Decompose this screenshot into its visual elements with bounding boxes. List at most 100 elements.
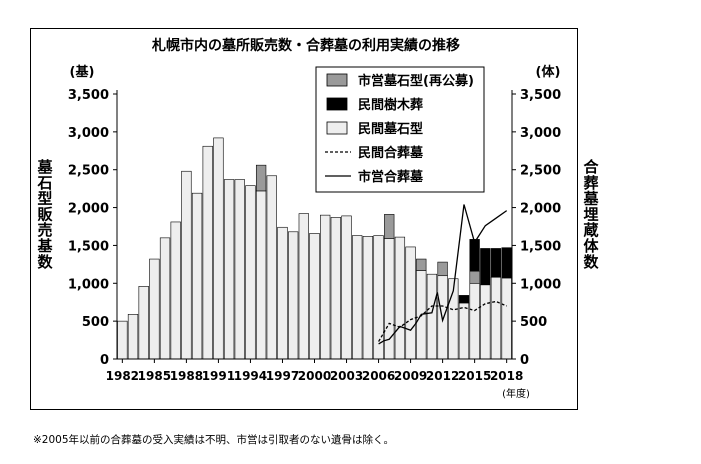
x-tick-label: 1994 <box>234 369 267 383</box>
x-tick-label: 1997 <box>266 369 299 383</box>
y2-tick-label: 0 <box>520 353 529 368</box>
y-unit-label: (基) <box>70 64 95 80</box>
legend-swatch <box>326 73 348 87</box>
y2-axis-title-char: 蔵 <box>583 221 598 239</box>
bar-2018 <box>501 247 512 279</box>
x-tick-label: 2018 <box>490 369 523 383</box>
bar-1991 <box>213 137 224 360</box>
x-tick-label: 1982 <box>106 369 139 383</box>
y-tick-label: 3,000 <box>68 126 109 141</box>
bar-2009 <box>405 246 416 360</box>
y-axis-title-char: 基 <box>36 237 53 255</box>
y-axis-title-char: 墓 <box>36 158 53 176</box>
bar-2001 <box>320 214 331 360</box>
legend-label: 民間樹木葬 <box>358 97 423 113</box>
bar-2017 <box>490 248 502 278</box>
bar-2016 <box>480 284 491 360</box>
y-tick-label: 0 <box>100 353 109 368</box>
y-tick-label: 1,500 <box>68 239 109 254</box>
y2-axis-title-char: 埋 <box>583 205 598 223</box>
legend-swatch <box>326 121 348 135</box>
y2-axis-title-char: 数 <box>583 253 599 271</box>
x-tick-label: 2006 <box>362 369 395 383</box>
bar-1989 <box>191 192 203 360</box>
y-axis-title-char: 型 <box>37 190 52 208</box>
bar-1992 <box>223 179 235 360</box>
bar-2015 <box>469 270 480 284</box>
bar-2016 <box>480 248 491 286</box>
bar-2015 <box>469 239 480 272</box>
y-axis-title-char: 売 <box>37 221 52 239</box>
x-tick-label: 1988 <box>170 369 203 383</box>
y-tick-label: 3,500 <box>68 88 109 103</box>
bar-1996 <box>266 175 277 360</box>
x-tick-label: 1985 <box>138 369 171 383</box>
y-tick-label: 500 <box>82 315 109 330</box>
legend-label: 市営合葬墓 <box>358 169 424 185</box>
bar-2002 <box>330 217 341 360</box>
y2-tick-label: 1,500 <box>520 239 561 254</box>
bar-1994 <box>245 185 256 360</box>
bar-2015 <box>469 282 480 360</box>
x-tick-label: 1991 <box>202 369 235 383</box>
bar-1999 <box>298 213 309 360</box>
y-axis-title-char: 数 <box>37 253 53 271</box>
bar-2014 <box>458 295 470 304</box>
legend-label: 民間合葬墓 <box>358 145 424 161</box>
x-tick-label: 2000 <box>298 369 331 383</box>
y2-tick-label: 2,500 <box>520 164 561 179</box>
legend-swatch <box>326 97 348 111</box>
bar-1990 <box>202 145 213 360</box>
y2-axis-title-char: 合 <box>582 158 599 176</box>
bar-2003 <box>341 215 352 360</box>
y2-tick-label: 500 <box>520 315 547 330</box>
bar-2012 <box>437 261 448 277</box>
y2-tick-label: 1,000 <box>520 277 561 292</box>
bar-1998 <box>288 231 299 360</box>
x-tick-label: 2012 <box>426 369 459 383</box>
x-tick-label: 2009 <box>394 369 427 383</box>
y2-tick-label: 3,000 <box>520 126 561 141</box>
y-tick-label: 1,000 <box>68 277 109 292</box>
bar-2008 <box>394 236 406 360</box>
bar-1995 <box>255 190 267 360</box>
bar-2014 <box>458 302 470 360</box>
bar-1984 <box>138 286 149 360</box>
legend-label: 民間墓石型 <box>358 121 423 137</box>
bar-2017 <box>490 276 502 360</box>
bar-2007 <box>384 238 395 360</box>
bar-1997 <box>277 226 288 360</box>
y2-unit-label: (体) <box>536 64 561 80</box>
bar-1988 <box>181 170 192 360</box>
bar-1986 <box>159 237 171 360</box>
bar-2007 <box>384 214 395 239</box>
y2-axis-title-char: 葬 <box>583 174 598 192</box>
bar-1982 <box>117 320 128 360</box>
x-tick-label: 2015 <box>458 369 491 383</box>
bar-1987 <box>170 221 181 360</box>
y2-axis-title-char: 体 <box>583 237 599 255</box>
x-tick-label: 2003 <box>330 369 363 383</box>
chart-frame <box>30 28 578 410</box>
legend-label: 市営墓石型(再公募) <box>358 73 474 89</box>
y2-axis-title-char: 墓 <box>582 190 599 208</box>
y-tick-label: 2,000 <box>68 202 109 217</box>
footnote: ※2005年以前の合葬墓の受入実績は不明、市営は引取者のない遺骨は除く。 <box>33 434 395 446</box>
chart-title: 札幌市内の墓所販売数・合葬墓の利用実績の推移 <box>151 37 460 54</box>
bar-1985 <box>149 258 160 360</box>
bar-1983 <box>127 314 139 360</box>
line-city-communal <box>378 204 508 345</box>
bar-2000 <box>309 233 320 360</box>
bar-1995 <box>255 164 267 192</box>
bar-1993 <box>234 179 245 360</box>
y-tick-label: 2,500 <box>68 164 109 179</box>
bar-2004 <box>352 235 363 360</box>
bar-2011 <box>426 273 438 360</box>
y2-tick-label: 3,500 <box>520 88 561 103</box>
bar-2010 <box>416 258 427 271</box>
x-unit-label: (年度) <box>502 387 530 400</box>
y-axis-title-char: 販 <box>37 205 53 223</box>
y2-tick-label: 2,000 <box>520 202 561 217</box>
bar-2018 <box>501 277 512 360</box>
